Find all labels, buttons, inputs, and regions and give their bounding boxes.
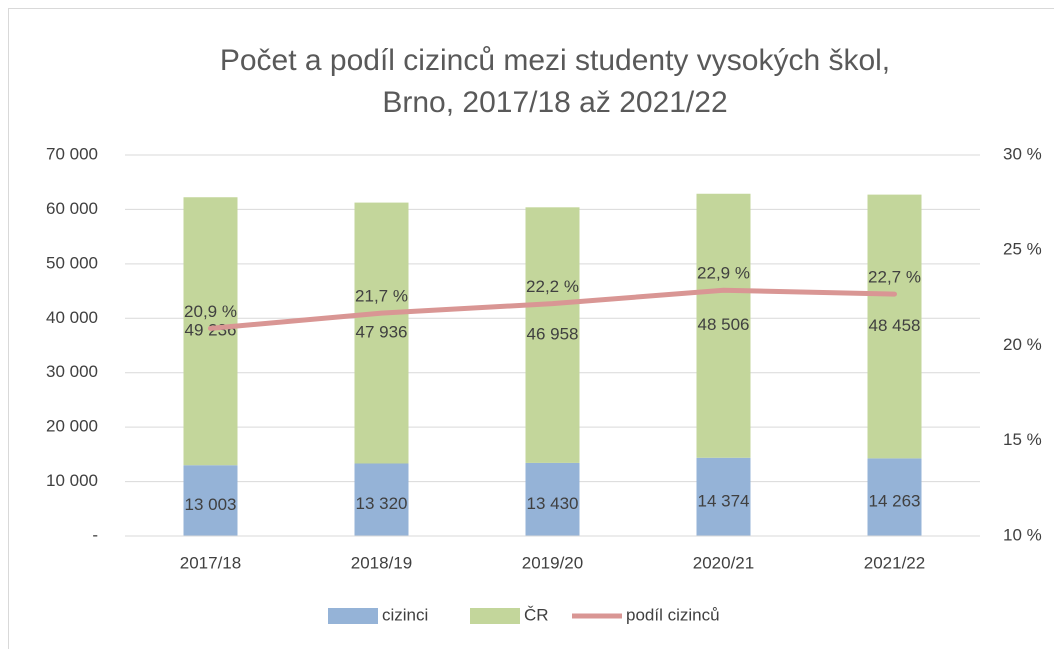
- bar: [696, 457, 751, 536]
- bar: [525, 207, 580, 463]
- y2-tick-label: 30 %: [1003, 144, 1042, 163]
- legend-swatch: [328, 608, 378, 624]
- y-tick-label: 20 000: [46, 417, 98, 436]
- line: [208, 287, 897, 331]
- legend-label: podíl cizinců: [626, 605, 720, 624]
- bar: [867, 194, 922, 459]
- data-label: 13 320: [356, 494, 408, 513]
- x-tick-label: 2017/18: [180, 553, 241, 572]
- x-tick-label: 2018/19: [351, 553, 412, 572]
- data-label: 22,9 %: [697, 264, 750, 283]
- data-label: 13 430: [527, 494, 579, 513]
- y-tick-label: 70 000: [46, 144, 98, 163]
- legend-swatch: [470, 608, 520, 624]
- y-tick-label: 30 000: [46, 362, 98, 381]
- data-label: 20,9 %: [184, 302, 237, 321]
- data-label: 48 458: [869, 316, 921, 335]
- y2-tick-label: 20 %: [1003, 335, 1042, 354]
- data-label: 22,2 %: [526, 277, 579, 296]
- bar: [183, 465, 238, 536]
- y-tick-label: 60 000: [46, 199, 98, 218]
- x-tick-label: 2021/22: [864, 553, 925, 572]
- bar: [525, 462, 580, 536]
- bar: [354, 463, 409, 536]
- bar: [183, 197, 238, 466]
- data-label: 48 506: [698, 315, 750, 334]
- y-tick-label: -: [92, 525, 98, 544]
- x-tick-label: 2020/21: [693, 553, 754, 572]
- y2-tick-label: 10 %: [1003, 525, 1042, 544]
- y-tick-label: 40 000: [46, 308, 98, 327]
- data-label: 47 936: [356, 323, 408, 342]
- data-label: 14 374: [698, 491, 750, 510]
- x-tick-label: 2019/20: [522, 553, 583, 572]
- bar: [354, 202, 409, 464]
- y2-tick-label: 25 %: [1003, 240, 1042, 259]
- y-tick-label: 50 000: [46, 253, 98, 272]
- bar: [696, 193, 751, 458]
- data-label: 21,7 %: [355, 287, 408, 306]
- chart-title: Brno, 2017/18 až 2021/22: [382, 86, 727, 119]
- bar: [867, 458, 922, 536]
- y2-tick-label: 15 %: [1003, 430, 1042, 449]
- data-label: 46 958: [527, 325, 579, 344]
- legend-label: ČR: [524, 605, 549, 624]
- data-label: 14 263: [869, 492, 921, 511]
- data-label: 13 003: [185, 495, 237, 514]
- data-label: 22,7 %: [868, 268, 921, 287]
- y-tick-label: 10 000: [46, 471, 98, 490]
- legend-label: cizinci: [382, 605, 428, 624]
- chart-title: Počet a podíl cizinců mezi studenty vyso…: [220, 44, 890, 77]
